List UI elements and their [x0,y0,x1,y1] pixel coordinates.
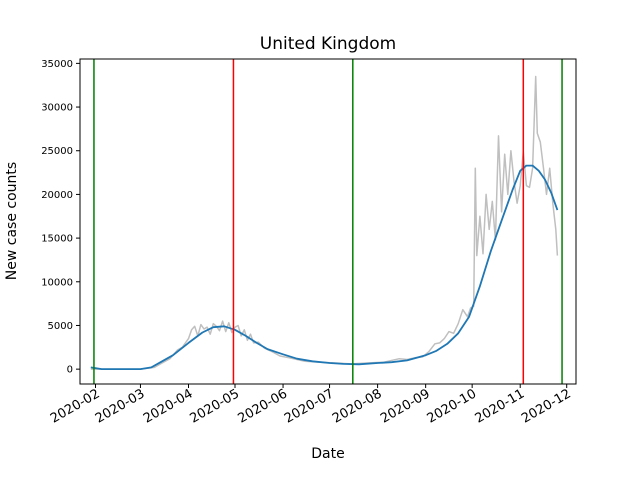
y-tick-label: 35000 [41,59,73,70]
y-tick-label: 25000 [41,146,73,157]
plot-frame [79,58,577,385]
y-tick-label: 30000 [41,103,73,114]
y-tick-label: 10000 [41,277,73,288]
plot-area [90,59,563,384]
smoothed-series-line [90,164,559,371]
y-tick-label: 20000 [41,190,73,201]
y-tick-label: 15000 [41,234,73,245]
x-axis-label: Date [311,446,344,462]
y-axis-label: New case counts [4,162,20,280]
y-tick-label: 0 [67,365,73,376]
y-tick-label: 5000 [48,321,73,332]
chart-title: United Kingdom [260,34,396,54]
